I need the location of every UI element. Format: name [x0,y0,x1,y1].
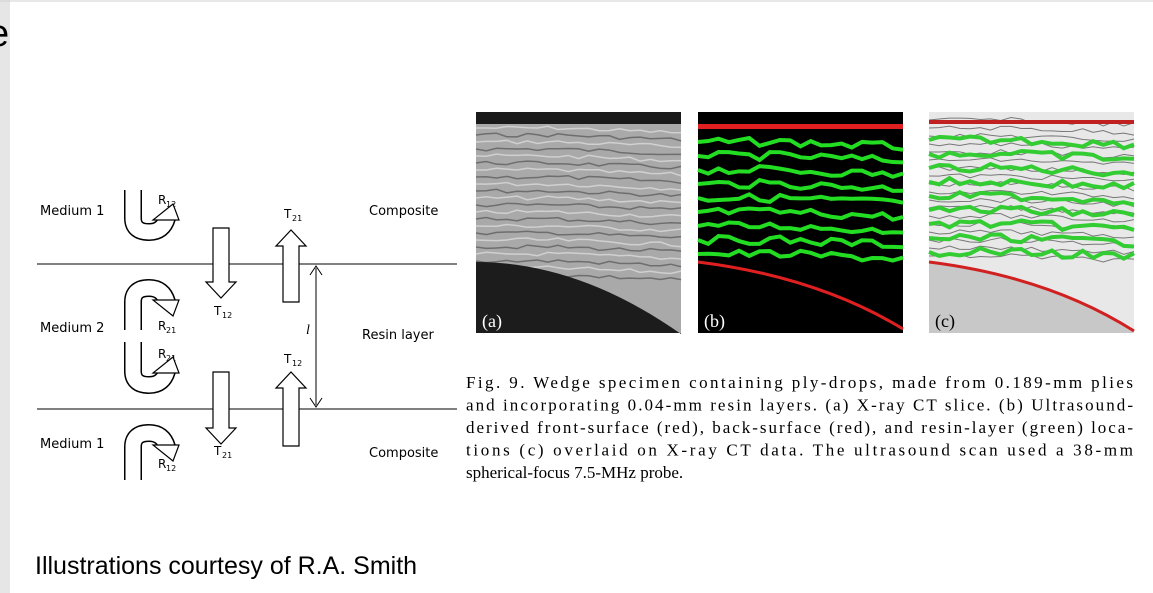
slide: e Medium 1 Composite Medium 2 Resin layer Me… [0,0,1153,593]
medium-label: Composite [369,446,438,461]
caption-line: and incorporating 0.04-mm resin layers. … [466,396,1133,415]
medium-label: Medium 1 [40,204,104,219]
symbol-subscript: 21 [222,451,232,460]
caption-line: spherical-focus 7.5-MHz probe. [466,463,683,482]
symbol: T [213,444,222,458]
medium-label: Composite [369,204,438,219]
symbol-subscript: 12 [222,311,232,320]
medium-label: Medium 1 [40,437,104,452]
medium-label: Medium 2 [40,321,104,336]
symbol-subscript: 12 [166,464,176,473]
symbol-subscript: 21 [166,326,176,335]
caption-line: derived front-surface (red), back-surfac… [466,418,1133,437]
panel-label: (a) [482,311,502,332]
caption-line: tions (c) overlaid on X-ray CT data. The… [466,441,1133,460]
footer: Illustrations courtesy of R.A. Smith [35,552,417,580]
ct-top [476,112,681,124]
thickness-symbol: l [306,323,310,338]
symbol: T [283,207,292,221]
title-fragment: e [0,13,9,55]
front-surface [929,120,1134,124]
panel-label: (b) [704,311,725,332]
figure: (a)(b)(c)Fig. 9. Wedge specimen containi… [466,112,1134,482]
left-border [0,0,10,593]
symbol: T [283,352,292,366]
symbol-subscript: 21 [292,214,302,223]
medium-label: Resin layer [362,328,434,343]
front-surface [698,124,903,129]
symbol: T [213,304,222,318]
symbol-subscript: 12 [292,359,302,368]
panel-label: (c) [935,311,955,332]
